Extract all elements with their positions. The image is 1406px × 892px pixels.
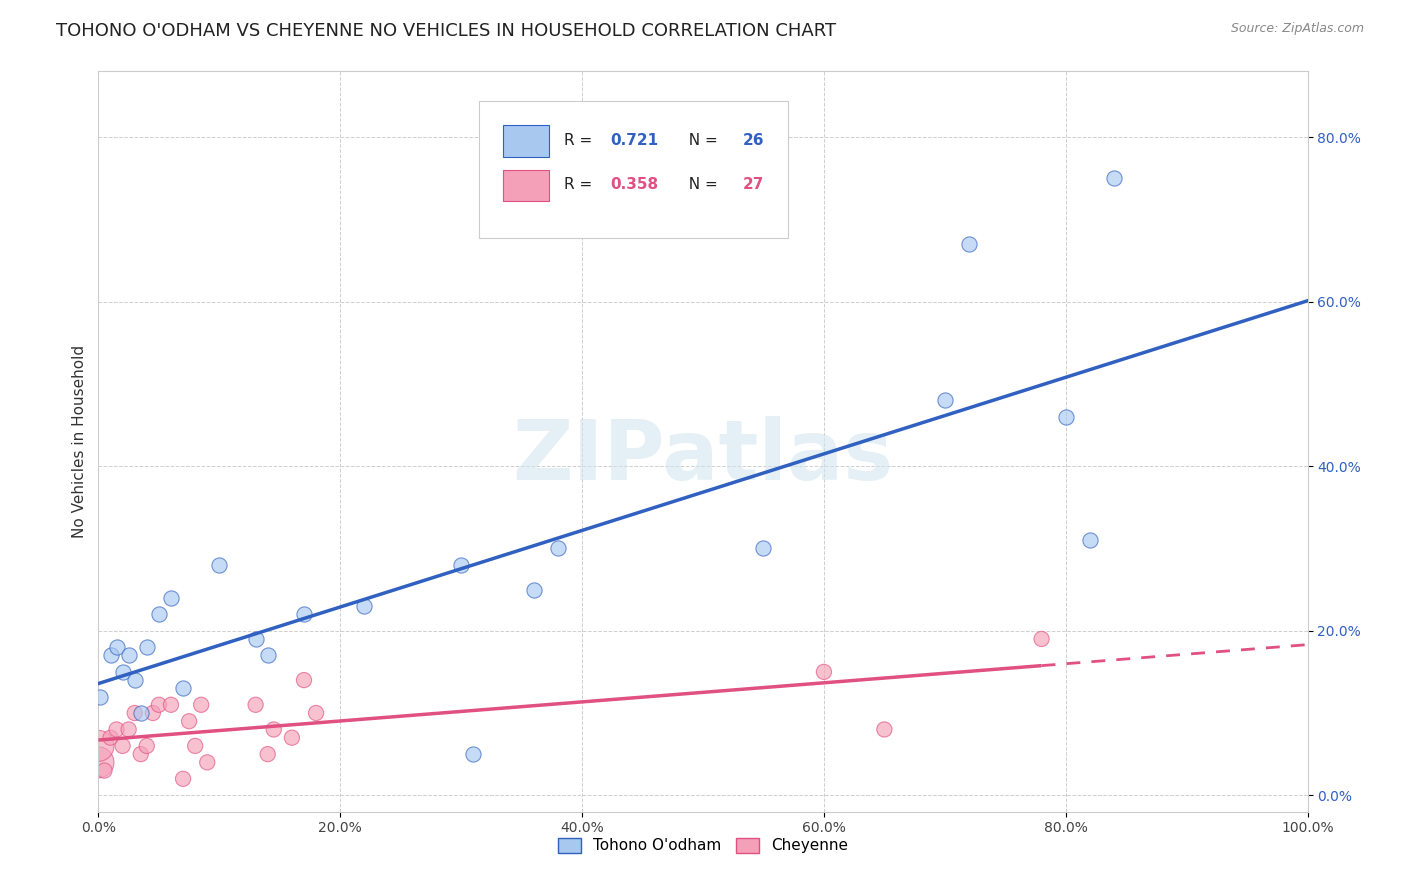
Text: 26: 26	[742, 133, 765, 148]
Point	[124, 673, 146, 687]
Point	[184, 739, 207, 753]
Point	[1078, 533, 1101, 548]
Text: TOHONO O'ODHAM VS CHEYENNE NO VEHICLES IN HOUSEHOLD CORRELATION CHART: TOHONO O'ODHAM VS CHEYENNE NO VEHICLES I…	[56, 22, 837, 40]
Point	[148, 607, 170, 622]
Point	[256, 747, 278, 761]
Point	[160, 591, 183, 605]
Point	[463, 747, 485, 761]
Point	[89, 690, 111, 704]
Text: N =: N =	[679, 133, 723, 148]
Text: R =: R =	[564, 178, 598, 192]
Point	[523, 582, 546, 597]
Point	[353, 599, 375, 613]
Point	[135, 640, 157, 655]
Point	[142, 706, 165, 720]
Text: ZIPatlas: ZIPatlas	[513, 416, 893, 497]
Point	[1054, 409, 1077, 424]
Point	[129, 706, 152, 720]
FancyBboxPatch shape	[479, 101, 787, 238]
Point	[752, 541, 775, 556]
Point	[1031, 632, 1053, 646]
Text: 27: 27	[742, 178, 765, 192]
Point	[100, 731, 122, 745]
Text: N =: N =	[679, 178, 723, 192]
Point	[135, 739, 157, 753]
Point	[292, 607, 315, 622]
Text: 0.358: 0.358	[610, 178, 658, 192]
Point	[957, 237, 980, 252]
Point	[208, 558, 231, 572]
Point	[172, 681, 194, 696]
Point	[111, 665, 134, 679]
Point	[118, 648, 141, 663]
Point	[190, 698, 212, 712]
Point	[87, 756, 110, 770]
Point	[172, 772, 194, 786]
Point	[292, 673, 315, 687]
Point	[160, 698, 183, 712]
Point	[124, 706, 146, 720]
Y-axis label: No Vehicles in Household: No Vehicles in Household	[72, 345, 87, 538]
Point	[256, 648, 278, 663]
Point	[245, 698, 267, 712]
Point	[100, 648, 122, 663]
Point	[105, 640, 128, 655]
Point	[179, 714, 201, 729]
Point	[450, 558, 472, 572]
Text: Source: ZipAtlas.com: Source: ZipAtlas.com	[1230, 22, 1364, 36]
Point	[111, 739, 134, 753]
Point	[93, 764, 115, 778]
Point	[263, 723, 285, 737]
Point	[87, 739, 110, 753]
Point	[105, 723, 128, 737]
Point	[118, 723, 141, 737]
Point	[305, 706, 328, 720]
Point	[148, 698, 170, 712]
FancyBboxPatch shape	[503, 126, 550, 156]
Point	[281, 731, 304, 745]
Point	[934, 393, 956, 408]
Point	[195, 756, 218, 770]
Point	[1102, 171, 1125, 186]
Point	[129, 747, 152, 761]
Point	[873, 723, 896, 737]
Point	[245, 632, 267, 646]
Legend: Tohono O'odham, Cheyenne: Tohono O'odham, Cheyenne	[551, 831, 855, 860]
FancyBboxPatch shape	[503, 169, 550, 201]
Text: 0.721: 0.721	[610, 133, 658, 148]
Point	[547, 541, 569, 556]
Point	[813, 665, 835, 679]
Text: R =: R =	[564, 133, 598, 148]
